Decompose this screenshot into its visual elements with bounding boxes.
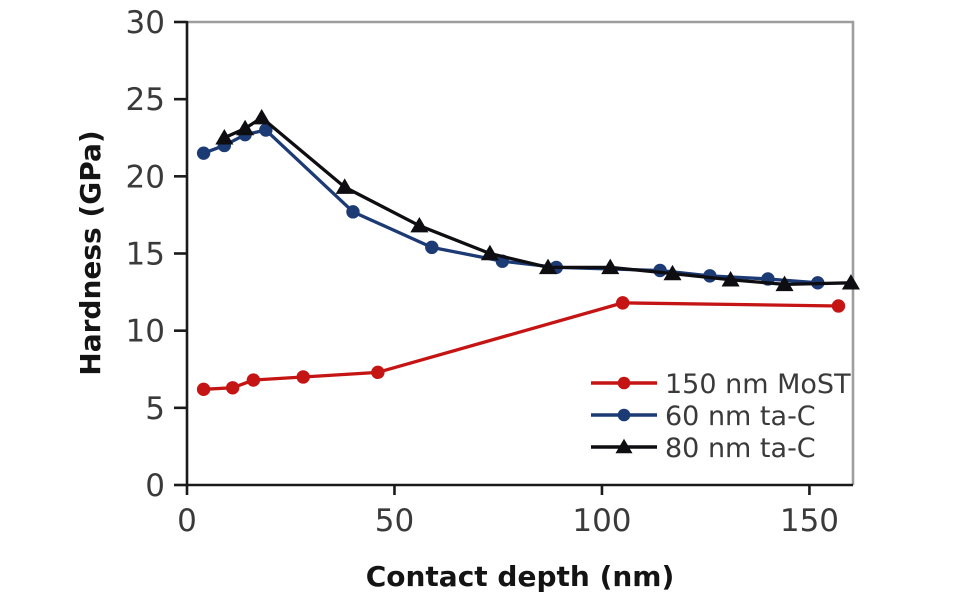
x-tick-label: 150 <box>780 503 839 539</box>
circle-marker <box>246 373 261 387</box>
legend-item-1: 60 nm ta-C <box>591 401 816 432</box>
x-tick-label: 100 <box>572 503 631 539</box>
circle-marker <box>617 408 631 422</box>
series-line <box>223 116 851 287</box>
triangle-marker <box>538 258 558 275</box>
circle-marker <box>346 205 360 219</box>
triangle-marker <box>721 271 740 287</box>
circle-marker <box>196 382 211 397</box>
triangle-marker <box>252 108 271 125</box>
circle-marker <box>371 365 385 380</box>
plot-frame <box>187 20 855 485</box>
legend-item-label: 60 nm ta-C <box>665 401 816 432</box>
triangle-marker <box>410 217 429 233</box>
triangle-marker <box>215 129 234 145</box>
y-tick-label: 15 <box>126 237 165 273</box>
series-80-nm-ta-c <box>215 108 860 292</box>
triangle-marker <box>335 178 354 194</box>
x-tick-label: 50 <box>375 503 414 539</box>
circle-marker <box>225 381 240 395</box>
circle-marker <box>259 123 273 137</box>
series-150-nm-most <box>196 296 846 397</box>
x-axis: 0 50 100 150 <box>177 485 839 539</box>
circle-marker <box>616 296 630 310</box>
circle-marker <box>425 240 439 255</box>
triangle-marker <box>236 119 255 136</box>
legend-item-0: 150 nm MoST <box>591 369 851 400</box>
legend-item-2: 80 nm ta-C <box>591 433 816 464</box>
legend-item-label: 80 nm ta-C <box>665 433 816 464</box>
y-tick-label: 20 <box>126 159 165 195</box>
circle-marker <box>831 299 846 313</box>
triangle-marker <box>615 438 633 454</box>
series-60-nm-ta-c <box>196 123 825 290</box>
triangle-marker <box>480 244 499 261</box>
x-axis-title: Contact depth (nm) <box>366 560 675 593</box>
x-tick-label: 0 <box>177 503 197 539</box>
y-axis-title: Hardness (GPa) <box>74 130 107 375</box>
triangle-marker <box>841 274 860 290</box>
y-tick-label: 0 <box>145 468 165 504</box>
triangle-marker <box>775 275 794 292</box>
y-axis: 0 5 10 15 20 25 30 <box>126 5 187 504</box>
circle-marker <box>617 376 631 390</box>
y-tick-label: 5 <box>145 391 165 427</box>
y-tick-label: 10 <box>126 314 165 350</box>
y-tick-label: 25 <box>126 82 165 118</box>
circle-marker <box>296 370 310 384</box>
legend-item-label: 150 nm MoST <box>665 369 851 400</box>
y-tick-label: 30 <box>126 5 165 41</box>
circle-marker <box>196 146 211 160</box>
triangle-marker <box>663 264 682 281</box>
triangle-marker <box>601 258 620 275</box>
